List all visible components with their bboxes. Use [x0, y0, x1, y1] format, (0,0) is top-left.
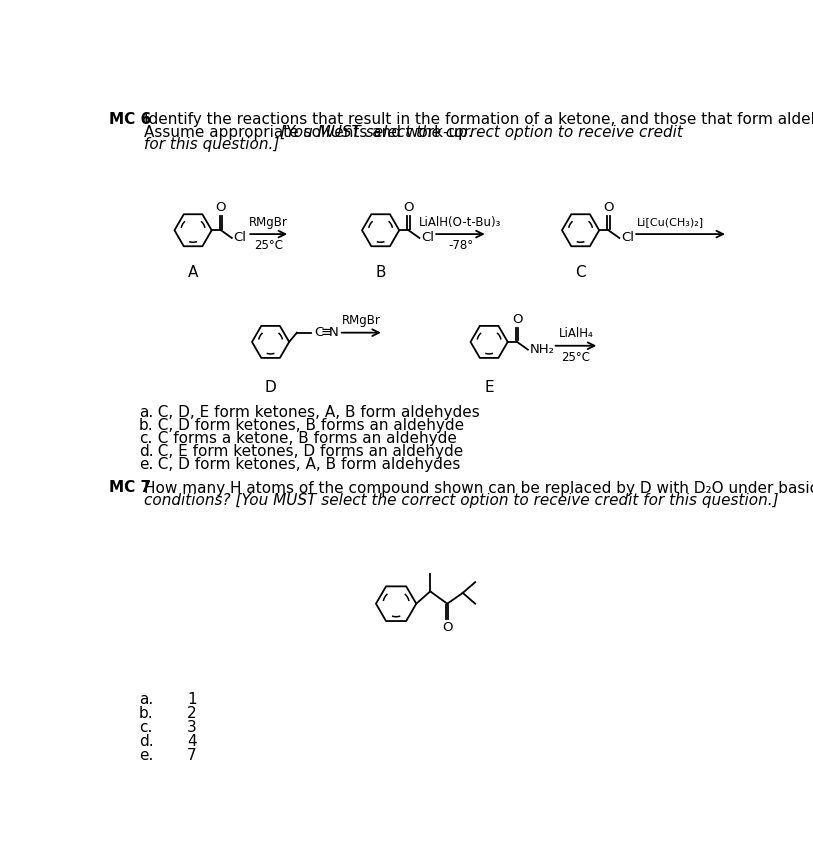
Text: E: E: [485, 380, 494, 396]
Text: C, D form ketones, A, B form aldehydes: C, D form ketones, A, B form aldehydes: [148, 458, 460, 472]
Text: 2: 2: [187, 706, 197, 721]
Text: -78°: -78°: [448, 239, 473, 253]
Text: C, D, E form ketones, A, B form aldehydes: C, D, E form ketones, A, B form aldehyde…: [148, 405, 480, 420]
Text: Assume appropriate solvents and work-up.: Assume appropriate solvents and work-up.: [144, 125, 478, 140]
Text: conditions? [You MUST select the correct option to receive credit for this quest: conditions? [You MUST select the correct…: [144, 493, 779, 507]
Text: O: O: [403, 201, 414, 214]
Text: C: C: [576, 265, 586, 280]
Text: Identify the reactions that result in the formation of a ketone, and those that : Identify the reactions that result in th…: [144, 113, 813, 127]
Text: for this question.]: for this question.]: [144, 137, 280, 152]
Text: C, D form ketones, B forms an aldehyde: C, D form ketones, B forms an aldehyde: [148, 418, 464, 433]
Text: d.: d.: [139, 734, 154, 749]
Text: d.: d.: [139, 445, 154, 459]
Text: O: O: [603, 201, 614, 214]
Text: N: N: [328, 326, 338, 339]
Text: 3: 3: [187, 720, 197, 735]
Text: LiAlH₄: LiAlH₄: [559, 328, 593, 341]
Text: MC 6: MC 6: [110, 113, 152, 127]
Text: 25°C: 25°C: [254, 239, 283, 253]
Text: a.: a.: [139, 692, 153, 707]
Text: RMgBr: RMgBr: [341, 314, 380, 328]
Text: B: B: [376, 265, 386, 280]
Text: LiAlH(O-t-Bu)₃: LiAlH(O-t-Bu)₃: [420, 216, 502, 229]
Text: ≡: ≡: [321, 325, 333, 339]
Text: c.: c.: [139, 720, 152, 735]
Text: MC 7: MC 7: [110, 481, 151, 495]
Text: Cl: Cl: [233, 231, 246, 244]
Text: C: C: [314, 326, 324, 339]
Text: b.: b.: [139, 706, 154, 721]
Text: NH₂: NH₂: [529, 343, 554, 356]
Text: O: O: [442, 622, 453, 635]
Text: c.: c.: [139, 431, 152, 446]
Text: e.: e.: [139, 747, 153, 763]
Text: O: O: [215, 201, 226, 214]
Text: RMgBr: RMgBr: [250, 216, 288, 229]
Text: Li[Cu(CH₃)₂]: Li[Cu(CH₃)₂]: [637, 218, 704, 227]
Text: How many H atoms of the compound shown can be replaced by D with D₂O under basic: How many H atoms of the compound shown c…: [144, 481, 813, 495]
Text: [You MUST select the correct option to receive credit: [You MUST select the correct option to r…: [280, 125, 683, 140]
Text: 4: 4: [187, 734, 197, 749]
Text: O: O: [511, 313, 522, 326]
Text: A: A: [188, 265, 198, 280]
Text: 7: 7: [187, 747, 197, 763]
Text: D: D: [265, 380, 276, 396]
Text: C, E form ketones, D forms an aldehyde: C, E form ketones, D forms an aldehyde: [148, 445, 463, 459]
Text: 25°C: 25°C: [562, 351, 590, 364]
Text: Cl: Cl: [421, 231, 434, 244]
Text: Cl: Cl: [621, 231, 634, 244]
Text: b.: b.: [139, 418, 154, 433]
Text: C forms a ketone, B forms an aldehyde: C forms a ketone, B forms an aldehyde: [148, 431, 457, 446]
Text: a.: a.: [139, 405, 153, 420]
Text: e.: e.: [139, 458, 153, 472]
Text: 1: 1: [187, 692, 197, 707]
